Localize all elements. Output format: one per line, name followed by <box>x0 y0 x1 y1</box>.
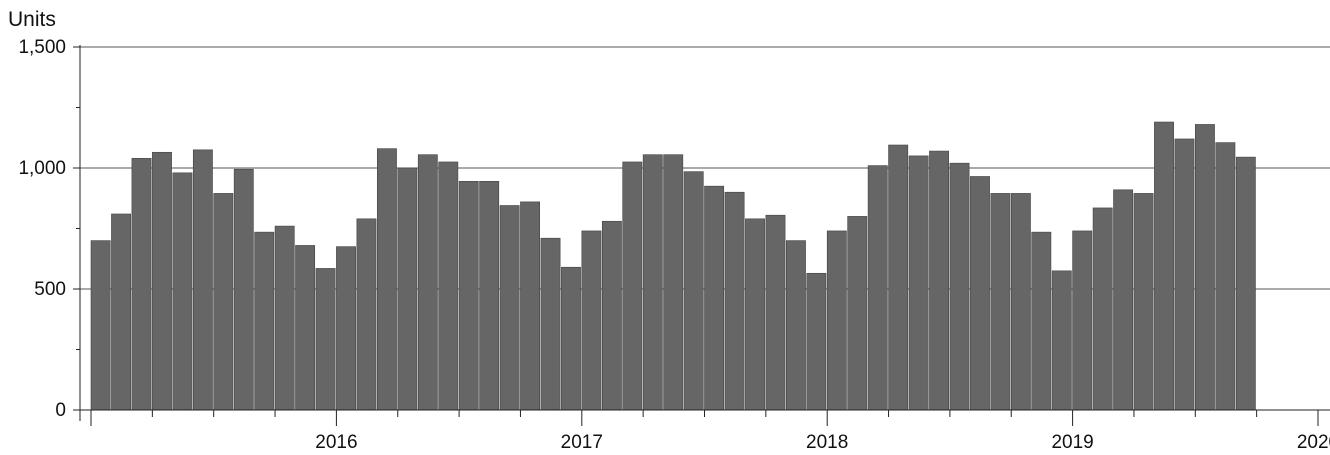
bar <box>376 148 397 411</box>
y-tick-label: 0 <box>55 400 66 421</box>
bar <box>111 213 131 411</box>
bar <box>131 158 152 411</box>
bar <box>90 240 111 411</box>
x-ticks: 2016 2017 2018 2019 2020 <box>90 410 1330 453</box>
bars <box>90 121 1256 411</box>
bar <box>1154 121 1174 411</box>
bar <box>949 162 970 411</box>
bar <box>581 230 602 411</box>
bar <box>1113 189 1134 411</box>
bar <box>213 193 234 411</box>
bar <box>683 171 704 411</box>
bar <box>785 240 806 411</box>
bar <box>417 154 438 411</box>
bar <box>826 230 847 411</box>
y-tick-label: 1,000 <box>18 158 66 179</box>
bar <box>172 172 193 411</box>
bar <box>1215 142 1236 411</box>
x-tick-label: 2016 <box>315 432 357 453</box>
bar <box>192 149 213 411</box>
bar <box>1051 270 1072 411</box>
y-axis-title: Units <box>8 8 56 31</box>
bar <box>356 218 377 411</box>
bar <box>765 214 786 411</box>
bar <box>499 205 520 411</box>
bar <box>561 266 581 411</box>
bar <box>274 225 295 411</box>
bar <box>847 216 868 411</box>
bar <box>458 181 479 411</box>
bar <box>867 165 888 411</box>
bar <box>152 151 172 411</box>
x-tick-label: 2019 <box>1051 432 1093 453</box>
bar <box>724 191 745 411</box>
bar <box>520 201 541 411</box>
bar <box>622 161 643 411</box>
bar <box>929 150 950 411</box>
bar <box>1092 207 1113 411</box>
y-ticks: 0 500 1,000 1,500 <box>18 37 80 421</box>
bar <box>601 220 622 411</box>
x-tick-label: 2020 <box>1297 432 1330 453</box>
bar <box>254 231 275 411</box>
bar <box>1235 156 1256 411</box>
bar <box>1195 124 1215 411</box>
bar <box>970 176 990 411</box>
bar <box>233 168 254 411</box>
bar <box>315 268 336 411</box>
x-tick-label: 2017 <box>561 432 603 453</box>
bar <box>479 181 500 411</box>
bar <box>540 237 561 411</box>
bar <box>1010 193 1031 411</box>
bar <box>642 154 663 411</box>
bar <box>888 144 909 411</box>
x-tick-label: 2018 <box>806 432 848 453</box>
bar <box>1031 231 1052 411</box>
bar <box>990 193 1011 411</box>
bar <box>663 154 684 411</box>
y-tick-label: 1,500 <box>18 37 66 58</box>
bar <box>806 272 827 411</box>
bar <box>438 161 459 411</box>
bar <box>1133 193 1154 411</box>
bar <box>908 155 929 411</box>
y-tick-label: 500 <box>34 279 66 300</box>
bar <box>745 218 765 411</box>
bar <box>295 245 316 411</box>
bar <box>336 246 356 411</box>
bar <box>1072 230 1093 411</box>
bar <box>704 185 725 411</box>
bar <box>1174 138 1195 411</box>
bar <box>397 167 418 411</box>
